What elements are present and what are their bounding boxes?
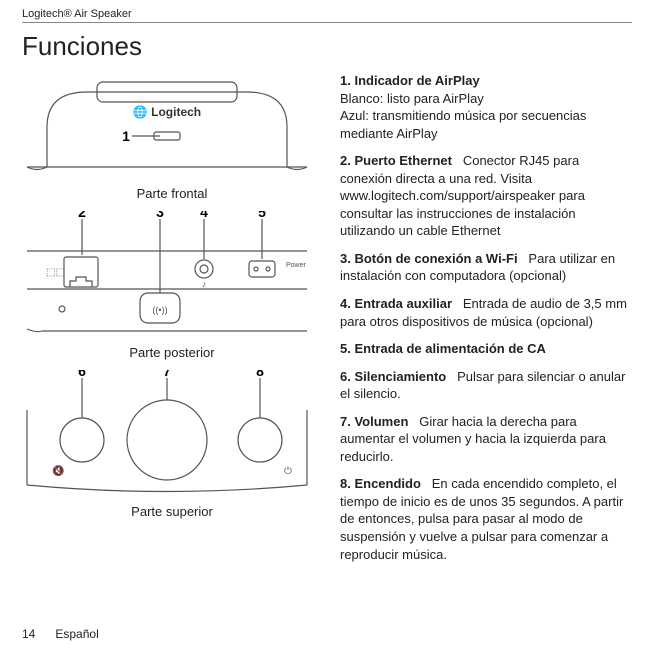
svg-text:((•)): ((•)) bbox=[152, 305, 167, 315]
svg-text:🔇: 🔇 bbox=[52, 464, 64, 477]
footer-lang: Español bbox=[55, 627, 98, 641]
header-product: Logitech® Air Speaker bbox=[22, 8, 632, 23]
diagram-front: 🌐 Logitech 1 bbox=[22, 72, 312, 182]
caption-back: Parte posterior bbox=[22, 345, 322, 360]
diagrams-column: 🌐 Logitech 1 Parte frontal bbox=[22, 72, 322, 573]
callout-7: 7 bbox=[163, 370, 171, 379]
page-title: Funciones bbox=[22, 31, 632, 62]
feature-4: 4. Entrada auxiliar Entrada de audio de … bbox=[340, 295, 632, 330]
callout-2: 2 bbox=[78, 211, 86, 220]
svg-text:⬚⬚: ⬚⬚ bbox=[46, 267, 65, 278]
callout-3: 3 bbox=[156, 211, 164, 220]
diagram-top: 🔇 ⏻ 6 7 8 bbox=[22, 370, 312, 500]
callout-5: 5 bbox=[258, 211, 266, 220]
svg-text:Power: Power bbox=[286, 262, 307, 269]
feature-7: 7. Volumen Girar hacia la derecha para a… bbox=[340, 413, 632, 466]
feature-6: 6. Silenciamiento Pulsar para silenciar … bbox=[340, 368, 632, 403]
svg-text:⏻: ⏻ bbox=[284, 466, 292, 477]
feature-1: 1. Indicador de AirPlay Blanco: listo pa… bbox=[340, 72, 632, 142]
callout-6: 6 bbox=[78, 370, 86, 379]
svg-text:♪: ♪ bbox=[202, 279, 207, 289]
page-number: 14 bbox=[22, 627, 35, 641]
feature-8: 8. Encendido En cada encendido completo,… bbox=[340, 475, 632, 563]
caption-front: Parte frontal bbox=[22, 186, 322, 201]
callout-1: 1 bbox=[122, 128, 130, 144]
feature-3: 3. Botón de conexión a Wi-Fi Para utiliz… bbox=[340, 250, 632, 285]
features-list: 1. Indicador de AirPlay Blanco: listo pa… bbox=[340, 72, 632, 563]
feature-5: 5. Entrada de alimentación de CA bbox=[340, 340, 632, 358]
callout-8: 8 bbox=[256, 370, 264, 379]
features-column: 1. Indicador de AirPlay Blanco: listo pa… bbox=[340, 72, 632, 573]
feature-2: 2. Puerto Ethernet Conector RJ45 para co… bbox=[340, 152, 632, 240]
caption-top: Parte superior bbox=[22, 504, 322, 519]
diagram-back: ⬚⬚ ♪ Power ((•)) 2 3 4 5 bbox=[22, 211, 312, 341]
brand-label: 🌐 Logitech bbox=[133, 105, 201, 119]
footer: 14 Español bbox=[22, 627, 99, 641]
callout-4: 4 bbox=[200, 211, 208, 220]
